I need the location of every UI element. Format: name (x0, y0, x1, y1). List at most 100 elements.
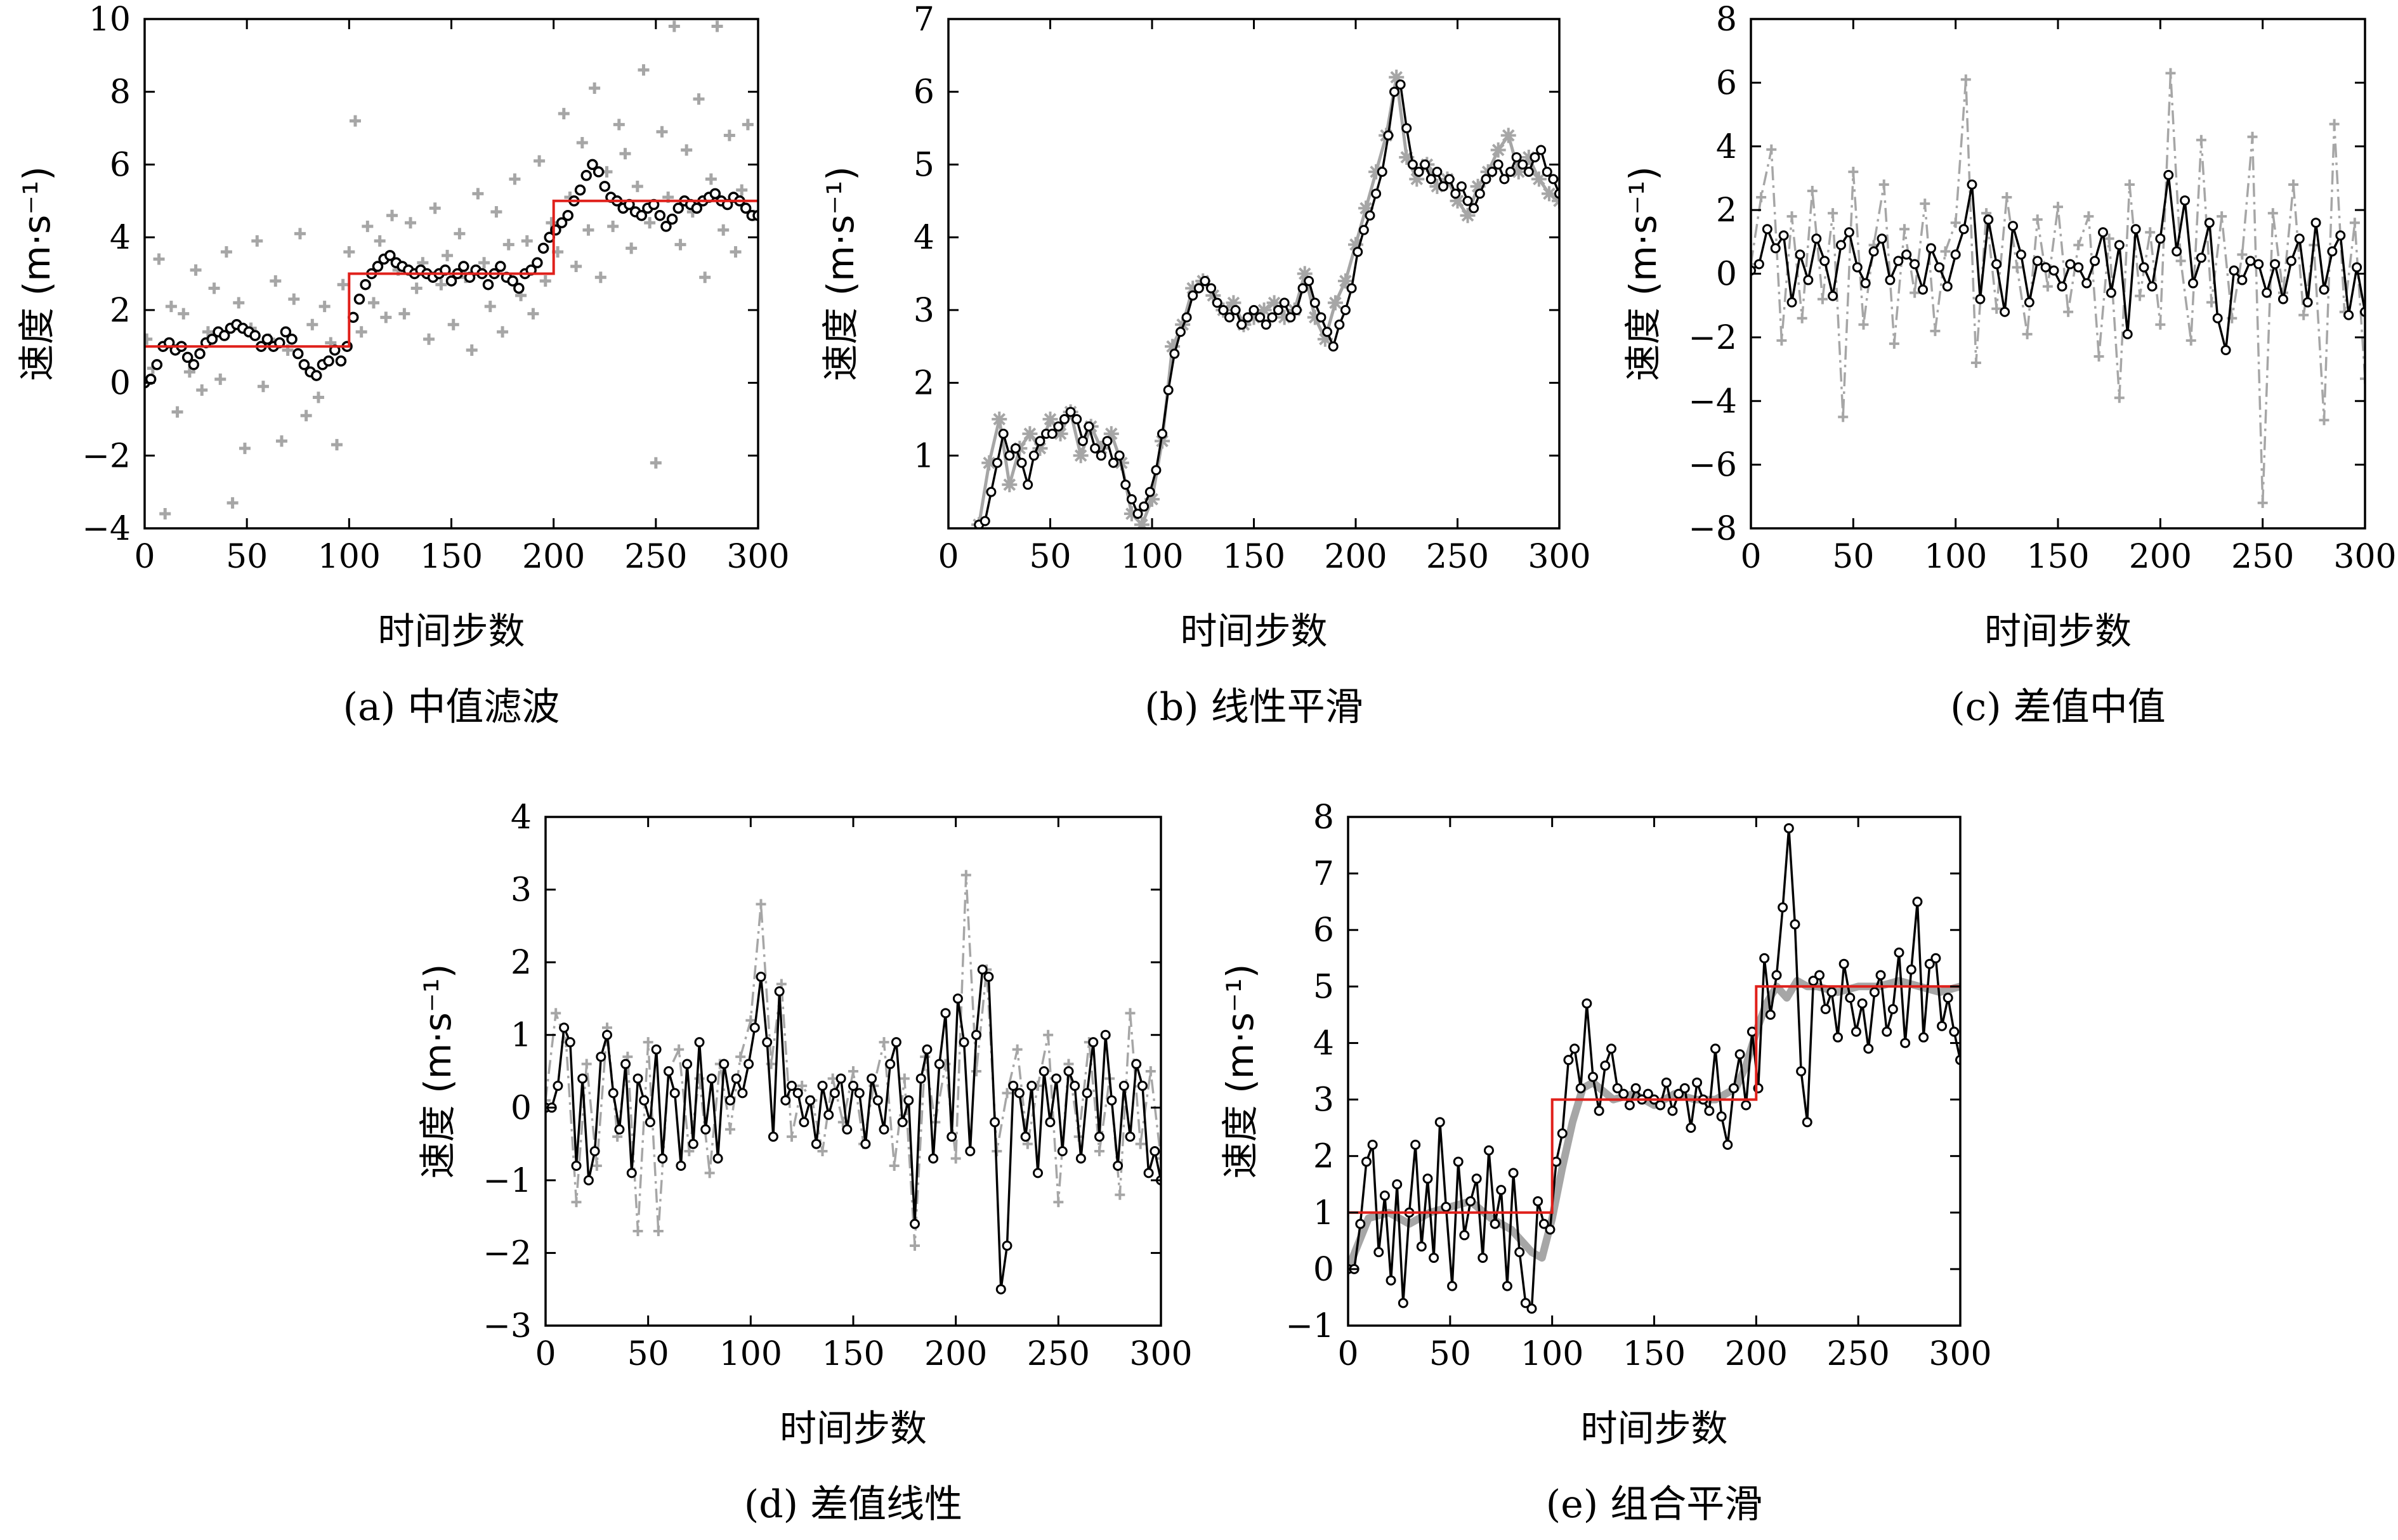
raw-point (1165, 339, 1181, 355)
filtered-point (1505, 166, 1516, 177)
filtered-point (2008, 221, 2019, 232)
filtered-point (2024, 297, 2034, 308)
raw-point (2349, 218, 2360, 228)
filtered-point (740, 202, 752, 214)
filtered-point (2319, 284, 2329, 295)
filtered-point (1218, 304, 1229, 315)
raw-point (145, 333, 153, 345)
raw-point (1002, 1088, 1012, 1099)
filtered-point (1102, 436, 1113, 447)
filtered-point (1545, 1224, 1556, 1235)
filtered-point (1057, 1146, 1068, 1157)
filtered-point (632, 1073, 643, 1084)
x-tick-label: 100 (318, 538, 381, 576)
filtered-point (1132, 509, 1143, 519)
raw-point (1828, 208, 1838, 219)
raw-point (1124, 506, 1139, 522)
filtered-point (1469, 203, 1479, 214)
raw-point (1307, 310, 1323, 325)
filtered-point (1377, 166, 1387, 177)
filtered-point (1520, 1298, 1531, 1308)
filtered-point (1047, 428, 1058, 439)
filtered-point (1765, 1009, 1776, 1020)
filtered-point (482, 278, 494, 290)
filtered-point (1548, 174, 1559, 185)
raw-point (1797, 313, 1807, 323)
filtered-point (872, 1095, 883, 1106)
filtered-point (1975, 294, 1986, 304)
filtered-point (1371, 188, 1382, 199)
filtered-point (1100, 1029, 1111, 1040)
filtered-point (1910, 259, 1920, 270)
filtered-point (1033, 1168, 1043, 1178)
filtered-point (787, 1080, 797, 1091)
filtered-point (1991, 259, 2002, 270)
raw-point (546, 1095, 551, 1106)
filtered-point (1924, 958, 1935, 969)
filtered-point (1365, 210, 1375, 221)
y-tick-label: 7 (1313, 855, 1334, 893)
filtered-point (181, 351, 193, 363)
x-tick-label: 100 (719, 1335, 782, 1373)
filtered-point (1490, 1218, 1500, 1229)
filtered-point (458, 261, 469, 272)
x-tick-label: 200 (924, 1335, 987, 1373)
filtered-point (1113, 1160, 1124, 1171)
filtered-point (2040, 262, 2051, 273)
plot-area (546, 870, 1161, 1295)
raw-point (1786, 211, 1797, 222)
raw-point (1185, 280, 1201, 296)
panel-b: 0 50 100 150 200 250 300 1 2 3 4 5 6 7 时间步数 速度 (m·s⁻¹) (… (819, 1, 1591, 729)
filtered-point (1477, 1253, 1488, 1263)
filtered-point (910, 1218, 920, 1229)
filtered-point (1483, 1145, 1494, 1156)
raw-point (2124, 179, 2135, 190)
y-tick-label: 6 (1716, 64, 1737, 102)
raw-point (681, 144, 693, 156)
filtered-point (1851, 1026, 1861, 1037)
raw-point (674, 238, 686, 251)
filtered-point (559, 1022, 570, 1033)
filtered-point (719, 1059, 730, 1069)
filtered-point (1309, 297, 1320, 308)
y-tick-label: −2 (1688, 319, 1737, 357)
filtered-line (1751, 174, 2365, 351)
filtered-point (1893, 256, 1904, 266)
raw-point (1490, 142, 1506, 158)
y-tick-label: 1 (914, 437, 934, 475)
filtered-point (2130, 224, 2141, 235)
raw-point (684, 1146, 695, 1157)
x-tick-label: 200 (1324, 538, 1387, 576)
filtered-point (2122, 329, 2133, 339)
filtered-point (1255, 312, 1266, 323)
filtered-point (2015, 249, 2026, 260)
raw-point (1145, 1066, 1156, 1076)
raw-point (362, 220, 374, 232)
filtered-point (1065, 407, 1076, 417)
filtered-point (1126, 494, 1137, 505)
raw-point (699, 271, 711, 284)
filtered-point (1188, 290, 1198, 301)
filtered-point (151, 359, 163, 370)
raw-point (613, 119, 625, 131)
filtered-point (1429, 1253, 1439, 1263)
raw-point (2012, 262, 2022, 273)
raw-point (1399, 149, 1415, 165)
y-tick-label: 0 (1313, 1251, 1334, 1289)
filtered-point (645, 1117, 655, 1128)
filtered-point (1465, 1196, 1476, 1206)
filtered-point (983, 972, 994, 982)
y-tick-label: −2 (483, 1234, 532, 1272)
x-tick-label: 250 (1827, 1335, 1890, 1373)
filtered-point (1934, 262, 1944, 273)
raw-point (607, 220, 619, 232)
filtered-point (2335, 230, 2346, 241)
raw-point (631, 180, 643, 192)
filtered-point (1530, 152, 1540, 162)
filtered-point (1035, 436, 1045, 447)
filtered-point (2155, 233, 2166, 244)
filtered-point (1340, 304, 1351, 315)
raw-point (2093, 351, 2104, 362)
filtered-point (2196, 252, 2206, 263)
y-tick-label: 8 (110, 74, 131, 112)
